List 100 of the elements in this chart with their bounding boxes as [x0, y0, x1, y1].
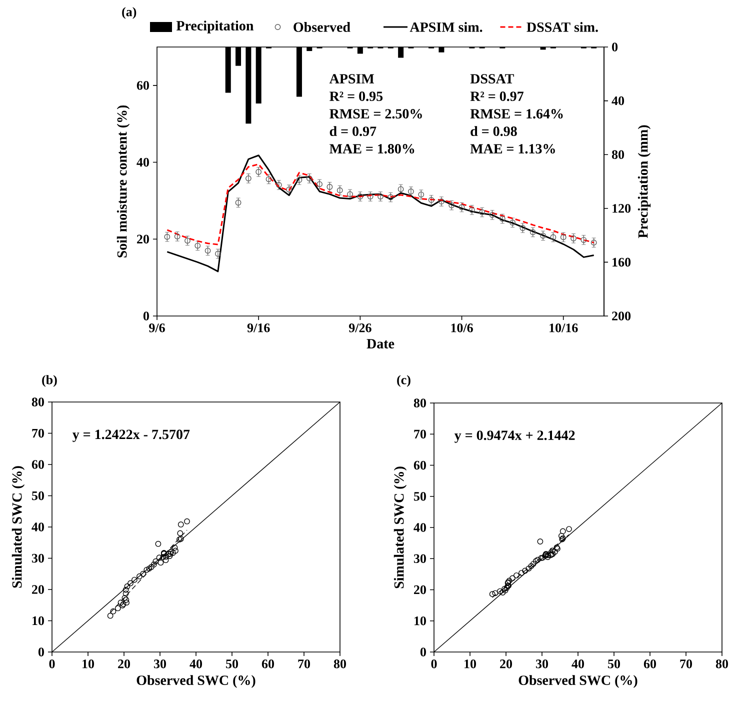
legend-label: DSSAT sim.: [526, 22, 598, 32]
x-axis-title: Date: [366, 339, 394, 348]
y-axis-title: Simulated SWC (%): [12, 466, 25, 588]
point: [172, 548, 178, 554]
point: [170, 550, 176, 556]
y-tick-label: 20: [414, 585, 426, 594]
point: [306, 175, 312, 182]
point: [504, 584, 510, 591]
point: [155, 540, 162, 547]
annotation: RMSE = 2.50%: [330, 109, 422, 119]
x-tick-label: 20: [118, 660, 130, 668]
point: [496, 588, 503, 594]
point: [136, 573, 142, 580]
point: [114, 605, 121, 612]
y-tick-label: 30: [414, 554, 426, 563]
point: [489, 591, 496, 598]
x-tick-label: 80: [334, 660, 346, 668]
point: [398, 186, 404, 192]
legend-label: APSIM sim.: [410, 22, 482, 32]
point: [204, 248, 211, 254]
x-tick-label: 9/26: [348, 324, 372, 332]
y-tick-label: 40: [136, 158, 149, 167]
point: [124, 583, 130, 590]
point: [438, 198, 444, 204]
x-tick-label: 20: [500, 660, 512, 668]
annotation: d = 0.98: [470, 126, 517, 136]
point: [166, 553, 173, 559]
x-tick-label: 0: [431, 660, 437, 668]
y-tick-label: 70: [414, 430, 426, 438]
y-tick-label: 40: [32, 522, 44, 532]
point: [520, 225, 526, 231]
y-tick-label: 0: [38, 648, 44, 656]
point: [558, 532, 564, 539]
y-tick-label: 60: [136, 81, 149, 90]
annotation: RMSE = 1.64%: [470, 109, 563, 119]
point: [506, 578, 512, 584]
point: [122, 586, 129, 593]
annotation: y = 0.9474x + 2.1442: [454, 430, 575, 443]
x-tick-label: 50: [608, 660, 620, 668]
x-tick-label: 50: [226, 660, 238, 668]
point: [177, 530, 184, 536]
x-tick-label: 70: [680, 660, 692, 668]
point: [526, 566, 532, 572]
y-tick-label: 70: [32, 428, 44, 438]
point: [367, 194, 374, 200]
y2-tick-label: 120: [612, 204, 631, 213]
point: [124, 600, 130, 606]
annotation: MAE = 1.13%: [470, 144, 555, 154]
annotation: DSSAT: [470, 74, 514, 84]
point: [152, 558, 159, 564]
y-axis-title: Simulated SWC (%): [394, 466, 407, 588]
point: [468, 206, 475, 213]
x-axis-title: Observed SWC (%): [518, 675, 638, 688]
point: [174, 233, 180, 240]
point: [296, 177, 302, 183]
point: [316, 181, 322, 188]
point: [160, 554, 166, 560]
point: [590, 240, 597, 246]
x-tick-label: 10/16: [550, 324, 578, 332]
y2-axis-title: Precipitation (mm): [638, 125, 651, 238]
x-tick-label: 70: [298, 660, 310, 668]
y-tick-label: 30: [32, 554, 44, 563]
point: [357, 194, 364, 200]
point: [110, 608, 116, 614]
point: [560, 528, 566, 534]
point: [156, 554, 162, 561]
point: [245, 175, 252, 182]
annotation: d = 0.97: [330, 126, 376, 136]
x-tick-label: 40: [572, 660, 584, 668]
point: [528, 563, 534, 570]
point: [489, 212, 496, 218]
point: [530, 229, 536, 236]
y-tick-label: 10: [32, 616, 44, 626]
point: [158, 560, 164, 566]
x-tick-label: 0: [49, 660, 55, 668]
point: [235, 200, 242, 206]
x-axis-title: Observed SWC (%): [136, 675, 256, 688]
point: [144, 566, 150, 573]
x-tick-label: 60: [644, 660, 656, 668]
point: [532, 558, 539, 564]
point: [172, 544, 178, 551]
point: [522, 568, 528, 574]
x-tick-label: 10/6: [451, 324, 473, 332]
point: [178, 522, 184, 528]
x-tick-label: 30: [536, 660, 548, 668]
point: [560, 234, 566, 240]
point: [534, 556, 541, 563]
point: [123, 596, 130, 603]
y-tick-label: 10: [414, 616, 426, 626]
point: [492, 590, 498, 596]
y-tick-label: 50: [32, 491, 44, 500]
point: [448, 202, 455, 208]
point: [549, 548, 556, 554]
point: [128, 580, 134, 586]
point: [256, 168, 262, 175]
point: [122, 590, 129, 596]
y2-tick-label: 200: [612, 312, 631, 320]
point: [545, 552, 552, 558]
annotation: APSIM: [329, 74, 374, 84]
annotation: y = 1.2422x - 7.5707: [72, 430, 190, 442]
